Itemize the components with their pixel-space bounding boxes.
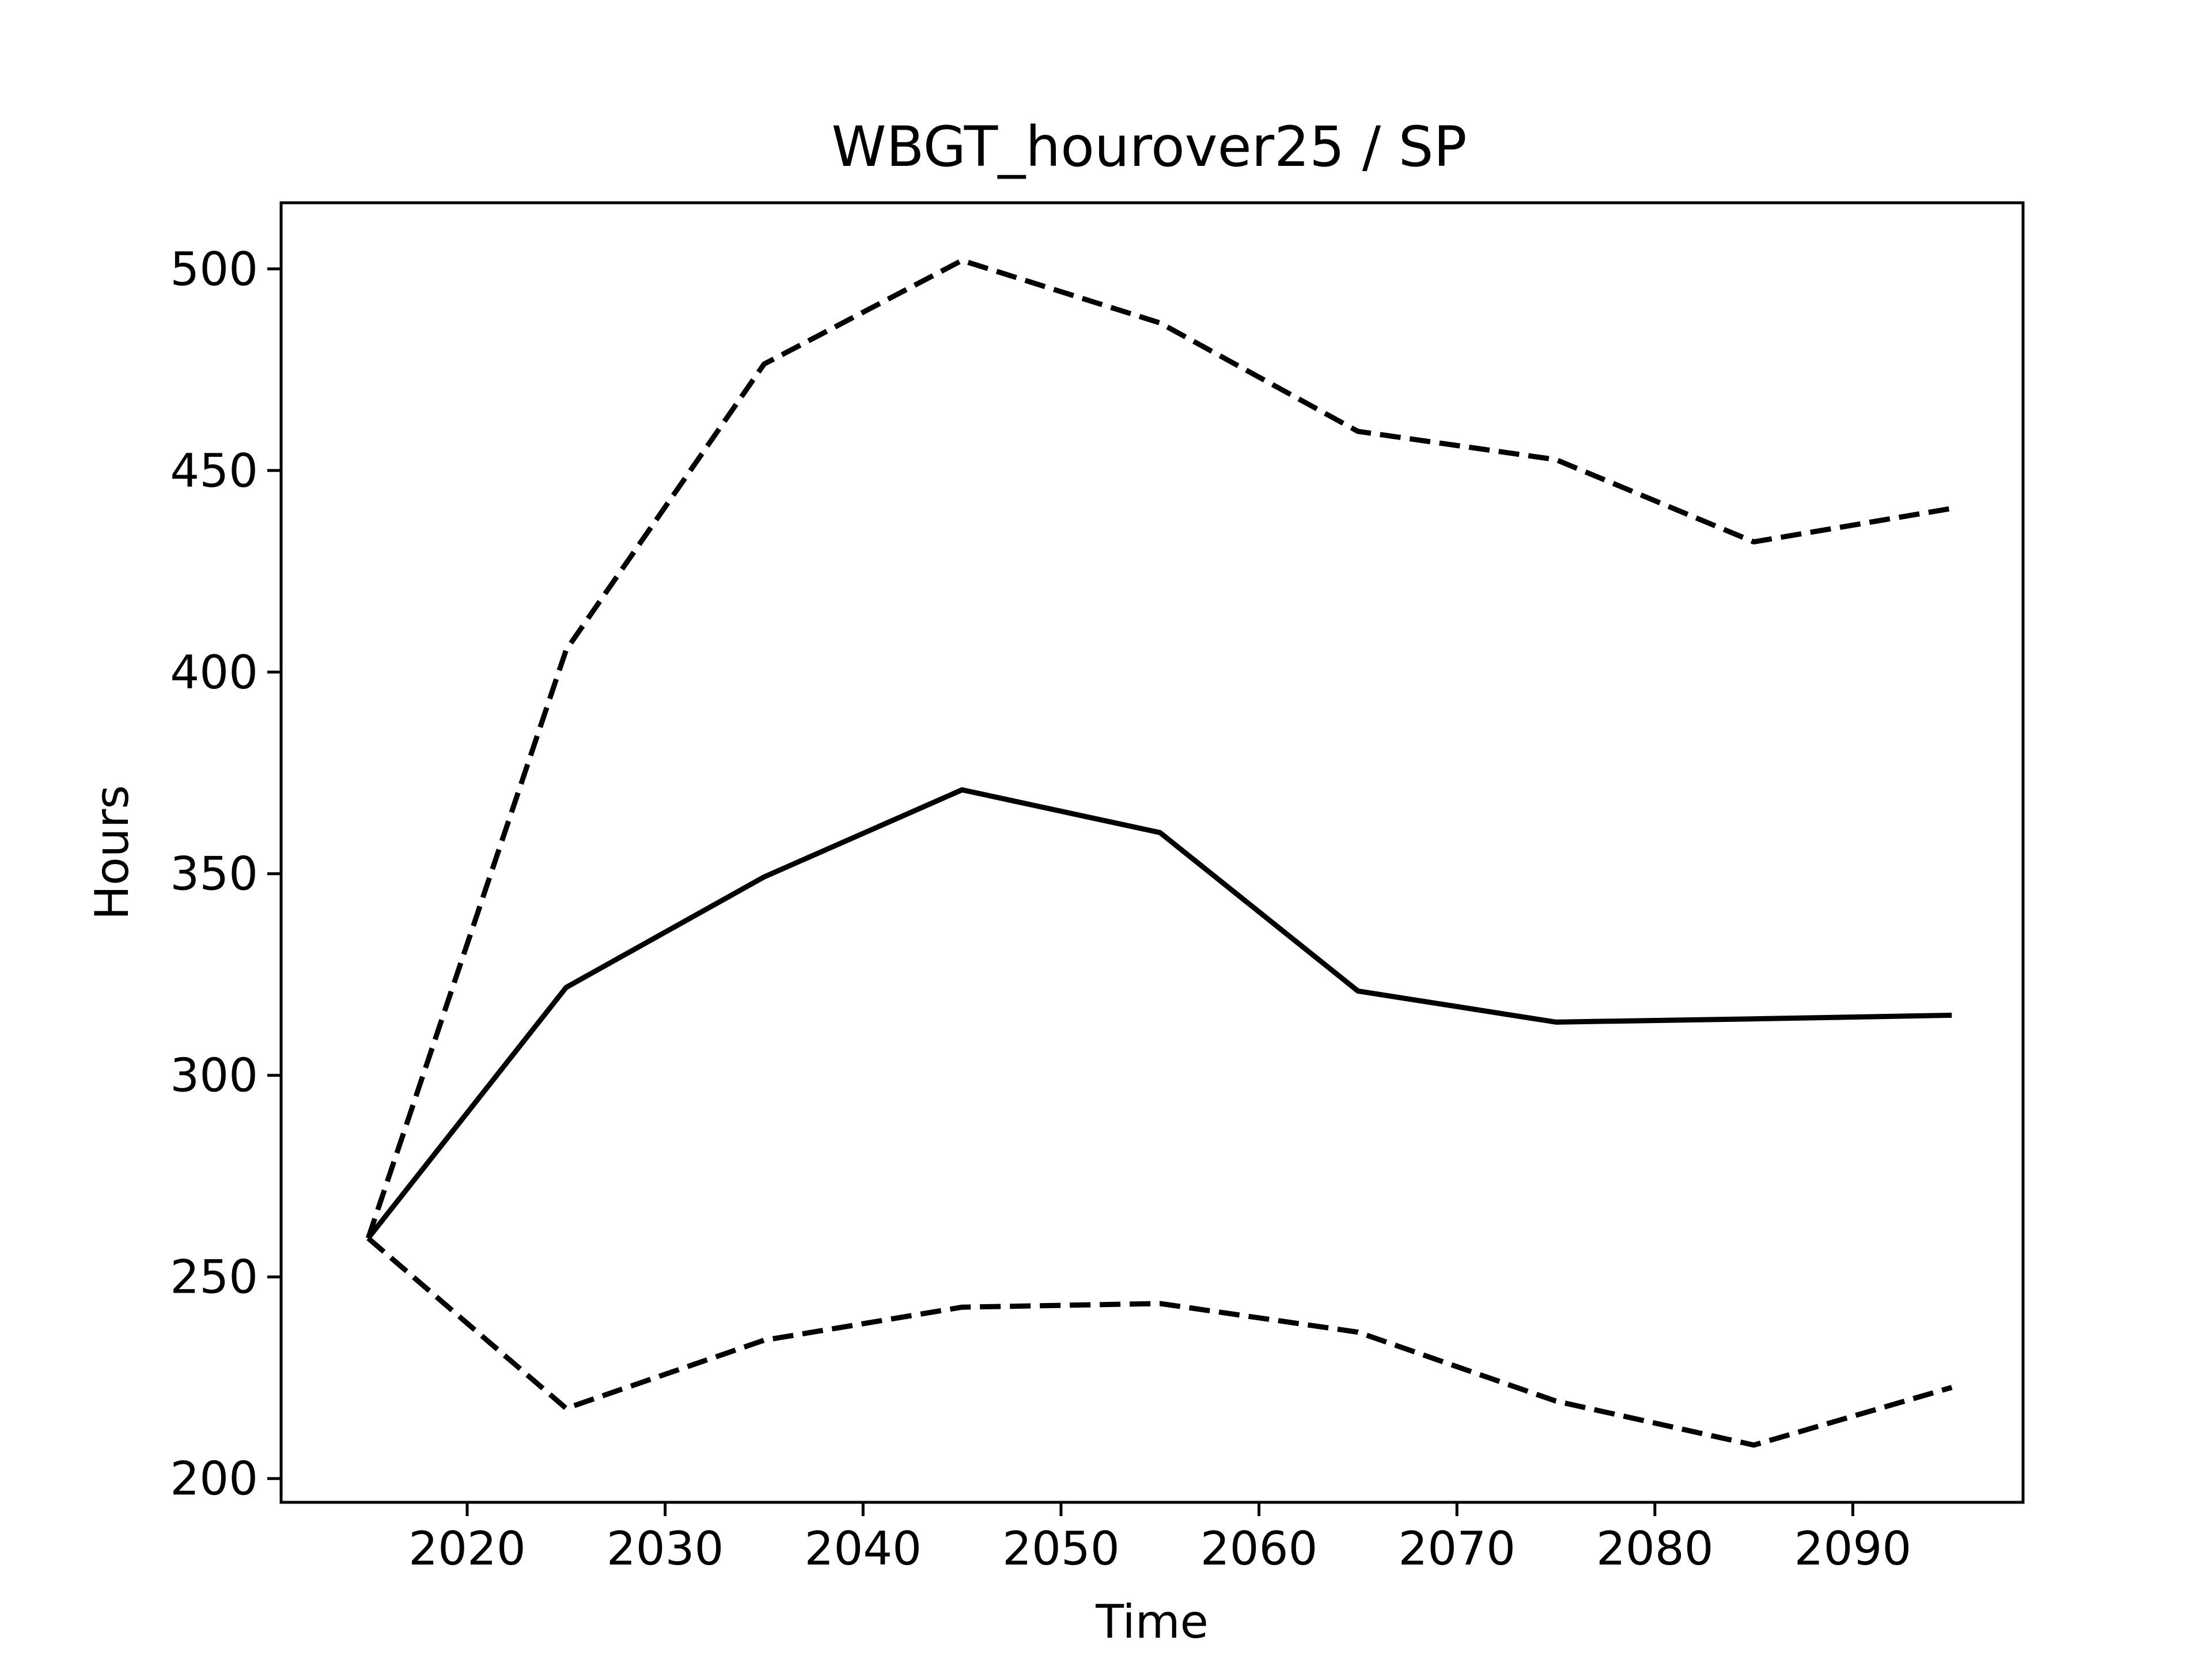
y-tick-label: 450 xyxy=(170,444,258,498)
x-tick-label: 2090 xyxy=(1794,1522,1912,1575)
y-tick-label: 300 xyxy=(170,1049,258,1103)
y-axis-label: Hours xyxy=(85,785,139,920)
plot-area xyxy=(279,201,2025,1504)
central-series-line xyxy=(366,787,1952,1240)
y-tick-label: 200 xyxy=(170,1452,258,1506)
y-tick-label: 500 xyxy=(170,243,258,296)
x-axis-label: Time xyxy=(1095,1595,1209,1649)
x-tick-label: 2070 xyxy=(1398,1522,1516,1575)
series-layer xyxy=(365,257,1953,1448)
lower-bound-series-line xyxy=(366,1236,1953,1448)
x-tick-label: 2080 xyxy=(1596,1522,1714,1575)
y-axis: 200 250 300 350 400 450 500 xyxy=(170,243,281,1506)
y-tick-label: 400 xyxy=(170,646,258,699)
chart-title: WBGT_hourover25 / SP xyxy=(832,115,1467,179)
x-tick-label: 2020 xyxy=(408,1522,526,1575)
axes-frame xyxy=(279,201,2025,1504)
y-tick-label: 350 xyxy=(170,847,258,901)
y-tick-label: 250 xyxy=(170,1251,258,1304)
x-tick-label: 2050 xyxy=(1002,1522,1120,1575)
upper-bound-series-line xyxy=(365,257,1953,1239)
x-tick-label: 2060 xyxy=(1200,1522,1318,1575)
x-tick-label: 2030 xyxy=(607,1522,724,1575)
x-axis: 2020 2030 2040 2050 2060 2070 2080 2090 xyxy=(408,1502,1911,1575)
x-tick-label: 2040 xyxy=(804,1522,922,1575)
